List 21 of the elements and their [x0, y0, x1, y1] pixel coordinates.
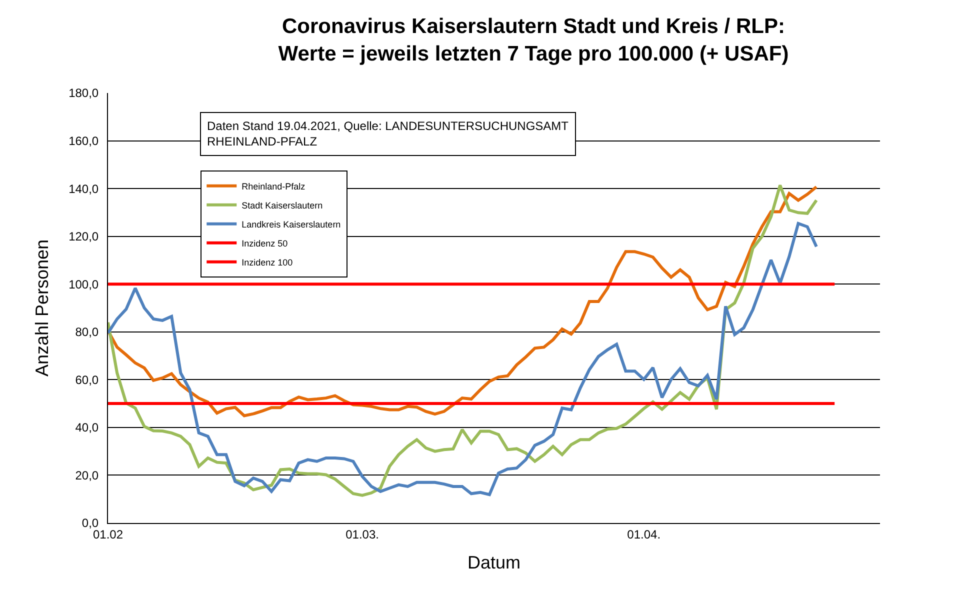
y-tick-label: 60,0	[75, 372, 99, 387]
line-series	[108, 185, 818, 418]
y-tick-label: 100,0	[68, 277, 99, 292]
legend-label: Landkreis Kaiserslautern	[242, 219, 341, 230]
y-tick-label: 20,0	[75, 468, 99, 482]
legend-label: Stadt Kaiserslautern	[242, 200, 323, 210]
y-tick-label: 160,0	[68, 134, 99, 148]
x-axis-title: Datum	[467, 552, 521, 572]
legend-label: Rheinland-Pfalz	[242, 181, 306, 192]
y-axis-title: Anzahl Personen	[32, 239, 52, 377]
y-tick-label: 140,0	[68, 182, 99, 196]
y-tick-label: 80,0	[75, 325, 99, 340]
legend-label: Inzidenz 100	[242, 257, 293, 268]
legend-label: Inzidenz 50	[242, 238, 288, 248]
y-tick-label: 40,0	[75, 420, 99, 435]
x-tick-label: 01.04.	[627, 527, 661, 542]
annotation: Daten Stand 19.04.2021, Quelle: LANDESUNTERSUCHUNGSAMT RHEINLAND-PFALZ	[207, 119, 570, 149]
y-tick-label: 180,0	[68, 86, 99, 100]
y-tick-label: 120,0	[68, 230, 99, 244]
chart-title: Coronavirus Kaiserslautern Stadt und Kreis / RLP: Werte = jeweils letzten 7 Tage pro 100.000 (+ USAF)	[278, 15, 789, 66]
x-tick-label: 01.03.	[346, 527, 379, 542]
